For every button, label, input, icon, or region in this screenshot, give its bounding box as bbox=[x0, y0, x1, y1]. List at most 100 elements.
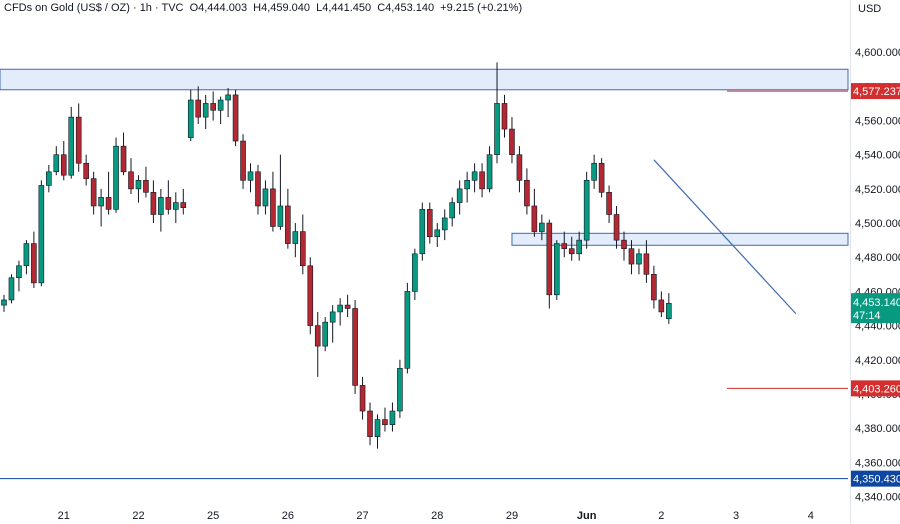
y-tick-label: 4,340.000 bbox=[855, 491, 900, 503]
x-tick-label: 21 bbox=[58, 510, 70, 522]
level-4350-tag-label: 4,350.430 bbox=[853, 474, 900, 486]
x-tick-label: 2 bbox=[658, 510, 664, 522]
candle-up bbox=[456, 188, 463, 203]
candle-up bbox=[46, 171, 52, 186]
candle-down bbox=[524, 180, 530, 207]
candle-down bbox=[598, 162, 605, 193]
candle-up bbox=[68, 116, 75, 176]
change-value: +9.215 (+0.21%) bbox=[440, 2, 523, 14]
x-tick-label: 25 bbox=[207, 510, 219, 522]
symbol-title[interactable]: CFDs on Gold (US$ / OZ) · 1h · TVC bbox=[4, 2, 184, 14]
candle-up bbox=[8, 277, 15, 301]
candle-up bbox=[636, 253, 642, 265]
candle-down bbox=[90, 178, 97, 207]
candle-down bbox=[643, 253, 650, 275]
candle-up bbox=[434, 229, 441, 238]
price-axis-divider bbox=[850, 0, 851, 524]
candle-up bbox=[202, 103, 209, 118]
candle-up bbox=[16, 265, 22, 279]
candle-down bbox=[307, 265, 314, 326]
candle-down bbox=[299, 231, 306, 267]
candle-down bbox=[658, 299, 665, 313]
candle-up bbox=[397, 367, 403, 412]
candle-up bbox=[158, 197, 164, 215]
candle-down bbox=[150, 191, 157, 215]
candle-up bbox=[553, 243, 560, 296]
bar-countdown-label: 47:14 bbox=[853, 310, 881, 322]
candle-down bbox=[561, 243, 568, 249]
level-4577-tag bbox=[850, 83, 900, 100]
candle-up bbox=[322, 321, 329, 347]
candle-up bbox=[262, 188, 269, 207]
candle-up bbox=[591, 162, 597, 181]
candle-down bbox=[128, 171, 134, 190]
candle-down bbox=[195, 99, 202, 118]
candle-down bbox=[359, 385, 366, 412]
candle-up bbox=[38, 185, 45, 284]
currency-label[interactable]: USD bbox=[858, 3, 882, 15]
candle-down bbox=[568, 248, 575, 255]
support-zone bbox=[511, 232, 849, 246]
candle-up bbox=[583, 180, 590, 241]
candle-down bbox=[83, 162, 89, 179]
candle-down bbox=[621, 239, 627, 249]
candle-up bbox=[247, 171, 254, 181]
candle-up bbox=[539, 222, 545, 232]
candle-down bbox=[120, 145, 127, 173]
candle-down bbox=[232, 94, 239, 142]
candle-up bbox=[23, 243, 30, 267]
candle-up bbox=[412, 253, 418, 292]
candle-up bbox=[292, 231, 299, 244]
trend-line bbox=[653, 159, 797, 315]
open-value: O4,444.003 bbox=[189, 2, 248, 14]
candle-down bbox=[75, 116, 82, 164]
candle-up bbox=[389, 410, 396, 425]
candle-down bbox=[367, 410, 373, 437]
x-tick-label: 4 bbox=[808, 510, 814, 522]
x-tick-label: 28 bbox=[431, 510, 443, 522]
candle-down bbox=[546, 222, 553, 296]
candle-up bbox=[135, 180, 142, 190]
candle-up bbox=[464, 180, 470, 190]
candle-down bbox=[210, 103, 216, 111]
candle-down bbox=[606, 191, 612, 215]
level-4350-tag bbox=[850, 470, 900, 487]
y-tick-label: 4,380.000 bbox=[855, 423, 900, 435]
candle-down bbox=[516, 154, 523, 181]
candle-up bbox=[98, 197, 104, 207]
candle-down bbox=[255, 171, 261, 207]
candle-up bbox=[576, 239, 582, 255]
candle-up bbox=[471, 171, 478, 181]
candle-down bbox=[180, 202, 187, 208]
candle-up bbox=[1, 299, 7, 306]
resistance-zone bbox=[0, 68, 849, 91]
low-value: L4,441.450 bbox=[316, 2, 372, 14]
candle-up bbox=[374, 419, 381, 437]
candle-up bbox=[187, 99, 194, 138]
close-value: C4,453.140 bbox=[377, 2, 435, 14]
candle-up bbox=[404, 291, 411, 369]
high-value: H4,459.040 bbox=[253, 2, 311, 14]
candle-up bbox=[666, 303, 672, 320]
x-tick-label: 27 bbox=[356, 510, 368, 522]
candle-down bbox=[105, 197, 112, 210]
candle-up bbox=[113, 145, 119, 210]
y-tick-label: 4,360.000 bbox=[855, 457, 900, 469]
candle-down bbox=[651, 274, 657, 301]
y-tick-label: 4,500.000 bbox=[855, 218, 900, 230]
candle-down bbox=[479, 171, 485, 190]
candle-up bbox=[441, 217, 448, 231]
candle-down bbox=[628, 248, 635, 265]
last-price-label: 4,453.140 bbox=[853, 297, 900, 309]
level-4403-tag-label: 4,403.260 bbox=[853, 383, 900, 395]
candle-up bbox=[217, 99, 224, 111]
x-tick-label: 29 bbox=[506, 510, 518, 522]
candle-down bbox=[270, 188, 276, 227]
candle-up bbox=[329, 311, 336, 323]
candle-down bbox=[314, 325, 321, 347]
chart-header: CFDs on Gold (US$ / OZ) · 1h · TVC O4,44… bbox=[4, 2, 525, 14]
candle-down bbox=[240, 140, 246, 181]
candle-down bbox=[60, 154, 67, 176]
candle-down bbox=[426, 209, 433, 238]
